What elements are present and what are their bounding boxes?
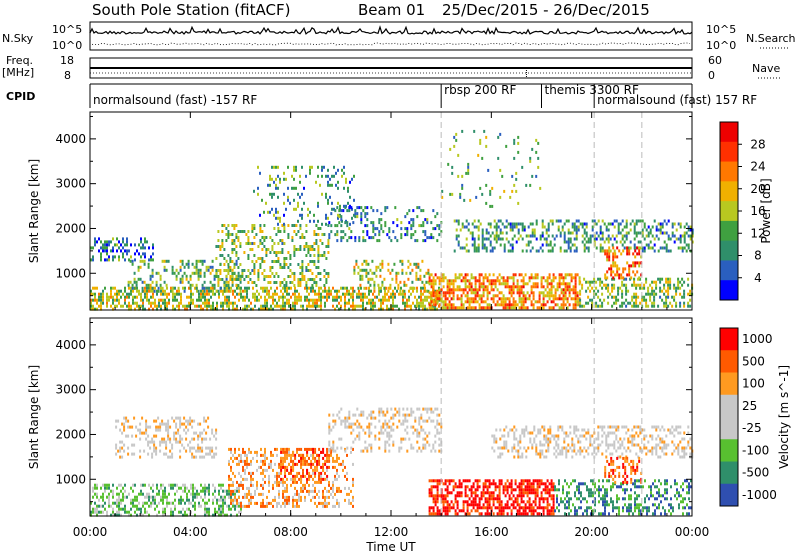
nsky-label: N.Sky <box>2 32 34 45</box>
velocity-colorbar-tick: -100 <box>742 443 769 457</box>
y-tick-label: 3000 <box>55 383 86 397</box>
cpid-segment-label: themis 3300 RF <box>545 83 639 97</box>
nave-top-tick: 60 <box>708 54 722 67</box>
y-tick-label: 1000 <box>55 472 86 486</box>
cpid-segment-label: rbsp 200 RF <box>444 83 516 97</box>
x-tick-label: 00:00 <box>73 525 108 539</box>
x-tick-label: 16:00 <box>474 525 509 539</box>
date-range: 25/Dec/2015 - 26/Dec/2015 <box>442 1 650 19</box>
velocity-colorbar-tick: -25 <box>742 421 762 435</box>
x-tick-label: 08:00 <box>273 525 308 539</box>
power-colorbar-tick: 4 <box>754 271 762 285</box>
y-tick-label: 4000 <box>55 132 86 146</box>
velocity-colorbar-tick: 25 <box>742 399 757 413</box>
power-colorbar-tick: 12 <box>750 226 765 240</box>
power-colorbar-title: Power [dB] <box>759 178 773 243</box>
power-colorbar-tick: 8 <box>754 249 762 263</box>
y-axis-title: Slant Range [km] <box>27 365 41 469</box>
velocity-colorbar-tick: 500 <box>742 354 765 368</box>
data-cells <box>90 129 694 311</box>
y-tick-label: 4000 <box>55 338 86 352</box>
velocity-colorbar-tick: -500 <box>742 466 769 480</box>
freq-bottom-tick: 8 <box>64 69 71 82</box>
velocity-colorbar-tick: -1000 <box>742 488 777 502</box>
cpid-label: CPID <box>6 90 35 103</box>
nsky-panel-frame <box>89 21 693 51</box>
velocity-panel: 1000 2000 3000 4000 Slant Range [km] <box>27 317 694 517</box>
freq-label-line1: Freq. <box>6 54 33 67</box>
freq-label-line2: [MHz] <box>2 66 34 79</box>
nsky-bottom-tick: 10^0 <box>52 39 82 52</box>
cpid-segments: normalsound (fast) -157 RF rbsp 200 RF the… <box>89 83 757 108</box>
nave-bottom-tick: 0 <box>708 69 715 82</box>
x-tick-label: 20:00 <box>574 525 609 539</box>
nsearch-top-tick: 10^5 <box>706 23 736 36</box>
power-colorbar-tick: 28 <box>750 137 765 151</box>
velocity-colorbar: -1000 -500 -100 -25 25 100 500 1000 Velocity [m … <box>719 327 791 507</box>
freq-top-tick: 18 <box>60 54 74 67</box>
power-colorbar-tick: 16 <box>750 204 765 218</box>
y-axis-title: Slant Range [km] <box>27 159 41 263</box>
xaxis-title: Time UT <box>365 540 416 554</box>
x-tick-label: 12:00 <box>374 525 409 539</box>
power-colorbar-tick: 24 <box>750 160 765 174</box>
power-colorbar-tick: 20 <box>750 182 765 196</box>
power-colorbar: 4 8 12 16 20 24 28 Power [dB] <box>719 121 773 301</box>
freq-trace <box>90 67 692 78</box>
x-tick-label: 04:00 <box>173 525 208 539</box>
power-panel: 1000 2000 3000 4000 Slant Range [km] <box>27 111 694 311</box>
x-tick-label: 00:00 <box>675 525 710 539</box>
nsky-top-tick: 10^5 <box>52 23 82 36</box>
beam-label: Beam 01 <box>358 1 425 19</box>
cpid-segment-label: normalsound (fast) 157 RF <box>597 93 757 107</box>
nsky-trace <box>89 25 693 46</box>
y-tick-label: 1000 <box>55 266 86 280</box>
data-cells <box>90 407 694 517</box>
velocity-colorbar-tick: 100 <box>742 377 765 391</box>
y-tick-label: 2000 <box>55 427 86 441</box>
velocity-colorbar-title: Velocity [m s^-1] <box>777 365 791 469</box>
y-tick-label: 2000 <box>55 221 86 235</box>
time-axis-labels: 00:00 04:00 08:00 12:00 16:00 20:00 00:00 <box>73 525 710 539</box>
nsearch-bottom-tick: 10^0 <box>706 39 736 52</box>
nsearch-label: N.Search <box>746 32 796 45</box>
nave-label: Nave <box>752 62 780 75</box>
station-title: South Pole Station (fitACF) <box>92 1 290 19</box>
velocity-colorbar-tick: 1000 <box>742 332 773 346</box>
cpid-segment-label: normalsound (fast) -157 RF <box>93 93 257 107</box>
y-tick-label: 3000 <box>55 177 86 191</box>
